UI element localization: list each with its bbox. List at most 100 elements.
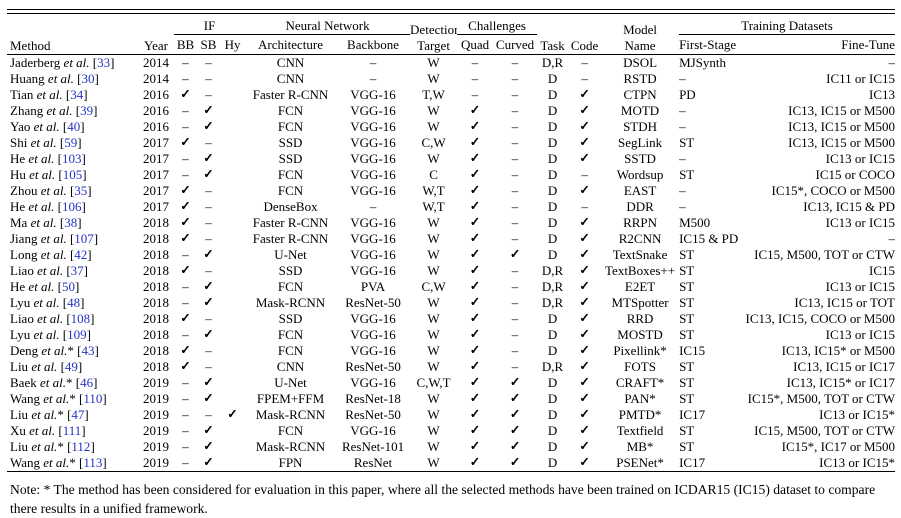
bb-cell: –: [182, 407, 189, 423]
code-cell: ✓: [579, 311, 590, 326]
bb-cell: ✓: [180, 183, 191, 198]
col-header-fine-tune: Fine-Tune: [741, 34, 895, 55]
table-row: Liu et al. [49] 2018 ✓ – CNN ResNet-50 W ✓ – D,R ✓…: [7, 359, 895, 375]
citation-link[interactable]: 106: [62, 199, 82, 215]
bb-cell: ✓: [180, 87, 191, 102]
backbone-cell: VGG-16: [350, 151, 396, 167]
citation-link[interactable]: 47: [71, 407, 85, 423]
fine-tune-cell: IC15*, COCO or M500: [771, 183, 895, 199]
architecture-cell: Mask-RCNN: [255, 439, 326, 455]
method-cell: He et al. [103]: [10, 151, 86, 167]
citation-link[interactable]: 112: [71, 439, 91, 455]
hy-cell: [220, 103, 245, 119]
model-name-cell: FOTS: [624, 359, 656, 375]
table-row: Ma et al. [38] 2018 ✓ – Faster R-CNN VGG-16 W ✓…: [7, 215, 895, 231]
table-row: Xu et al. [111] 2019– ✓ FCN VGG-16 W ✓ ✓ D ✓ Textf…: [7, 423, 895, 439]
hy-cell: ✓: [227, 407, 238, 422]
first-stage-cell: –: [679, 199, 686, 215]
table-row: Hu et al. [105] 2017– ✓ FCN VGG-16 C ✓ – D – Words…: [7, 167, 895, 183]
citation-link[interactable]: 103: [62, 151, 82, 167]
method-cell: He et al. [50]: [10, 279, 80, 295]
year-cell: 2017: [143, 167, 169, 183]
model-name-cell: PSENet*: [616, 455, 664, 471]
first-stage-cell: –: [679, 151, 686, 167]
citation-link[interactable]: 42: [74, 247, 88, 263]
table-body: Jaderberg et al. [33] 2014– – CNN – W – – D,R – DS…: [7, 55, 895, 472]
hy-cell: [220, 439, 245, 455]
col-header-detection-target: Detection Target: [410, 13, 458, 55]
citation-link[interactable]: 49: [64, 359, 78, 375]
year-cell: 2018: [143, 343, 169, 359]
model-name-cell: MTSpotter: [611, 295, 669, 311]
hy-cell: [220, 247, 245, 263]
task-cell: D: [547, 71, 558, 87]
detection-target-cell: W: [427, 327, 440, 343]
quad-cell: ✓: [469, 263, 481, 278]
curved-cell: –: [511, 263, 519, 279]
citation-link[interactable]: 46: [80, 375, 94, 391]
curved-cell: –: [511, 359, 519, 375]
method-cell: Shi et al. [59]: [10, 135, 82, 151]
curved-cell: ✓: [509, 423, 521, 438]
citation-link[interactable]: 37: [70, 263, 84, 279]
hy-cell: [220, 55, 245, 72]
hy-cell: [220, 151, 245, 167]
task-cell: D,R: [541, 359, 564, 375]
citation-link[interactable]: 50: [62, 279, 76, 295]
citation-link[interactable]: 40: [67, 119, 81, 135]
citation-link[interactable]: 30: [81, 71, 95, 87]
detection-target-cell: W: [427, 295, 440, 311]
hy-cell: [220, 199, 245, 215]
bb-cell: ✓: [180, 359, 191, 374]
citation-link[interactable]: 43: [81, 343, 95, 359]
citation-link[interactable]: 107: [74, 231, 94, 247]
citation-link[interactable]: 59: [64, 135, 78, 151]
model-name-cell: MB*: [626, 439, 654, 455]
first-stage-cell: ST: [679, 311, 695, 327]
quad-cell: ✓: [469, 407, 481, 422]
hy-cell: [220, 135, 245, 151]
first-stage-cell: –: [679, 183, 686, 199]
detection-target-cell: W: [427, 71, 440, 87]
sb-cell: –: [205, 343, 212, 359]
code-cell: –: [581, 55, 588, 71]
first-stage-cell: ST: [679, 247, 695, 263]
table-row: Zhang et al. [39] 2016– ✓ FCN VGG-16 W ✓ – D ✓ MOT…: [7, 103, 895, 119]
col-header-hy: Hy: [220, 34, 246, 55]
table-row: He et al. [50] 2018– ✓ FCN PVA C,W ✓ – D,R ✓ E2ET S…: [7, 279, 895, 295]
col-header-quad: Quad: [457, 34, 494, 55]
citation-link[interactable]: 111: [62, 423, 82, 439]
table-row: Liu et al.* [112] 2019– ✓ Mask-RCNN ResNet-1…: [7, 439, 895, 455]
fine-tune-cell: IC13 or IC15: [825, 327, 895, 343]
citation-link[interactable]: 39: [80, 103, 94, 119]
citation-link[interactable]: 113: [83, 455, 103, 471]
detection-target-cell: W: [427, 391, 440, 407]
citation-link[interactable]: 35: [74, 183, 88, 199]
col-header-bb: BB: [174, 34, 197, 55]
citation-link[interactable]: 33: [97, 55, 111, 71]
fine-tune-cell: IC13, IC15 or IC17: [793, 359, 895, 375]
code-cell: ✓: [579, 375, 590, 390]
citation-link[interactable]: 34: [70, 87, 84, 103]
table-row: Baek et al.* [46] 2019– ✓ U-Net VGG-16 C,W,T ✓…: [7, 375, 895, 391]
curved-cell: –: [511, 343, 519, 359]
task-cell: D: [547, 231, 558, 247]
sb-cell: ✓: [203, 423, 214, 438]
detection-target-cell: C: [429, 167, 438, 183]
hy-cell: [220, 455, 245, 472]
citation-link[interactable]: 48: [67, 295, 81, 311]
hy-cell: [220, 71, 245, 87]
fine-tune-cell: IC13, IC15 or M500: [788, 119, 895, 135]
hy-cell: [220, 311, 245, 327]
table-row: Wang et al.* [113] 2019– ✓ FPN ResNet W ✓ ✓ D ✓ PS…: [7, 455, 895, 472]
citation-link[interactable]: 108: [70, 311, 91, 327]
citation-link[interactable]: 38: [64, 215, 78, 231]
hy-cell: [220, 119, 245, 135]
citation-link[interactable]: 110: [83, 391, 103, 407]
year-cell: 2014: [143, 55, 169, 71]
citation-link[interactable]: 105: [62, 167, 83, 183]
method-cell: Zhou et al. [35]: [10, 183, 92, 199]
citation-link[interactable]: 109: [67, 327, 87, 343]
backbone-cell: ResNet-50: [345, 407, 401, 423]
sb-cell: ✓: [203, 247, 214, 262]
